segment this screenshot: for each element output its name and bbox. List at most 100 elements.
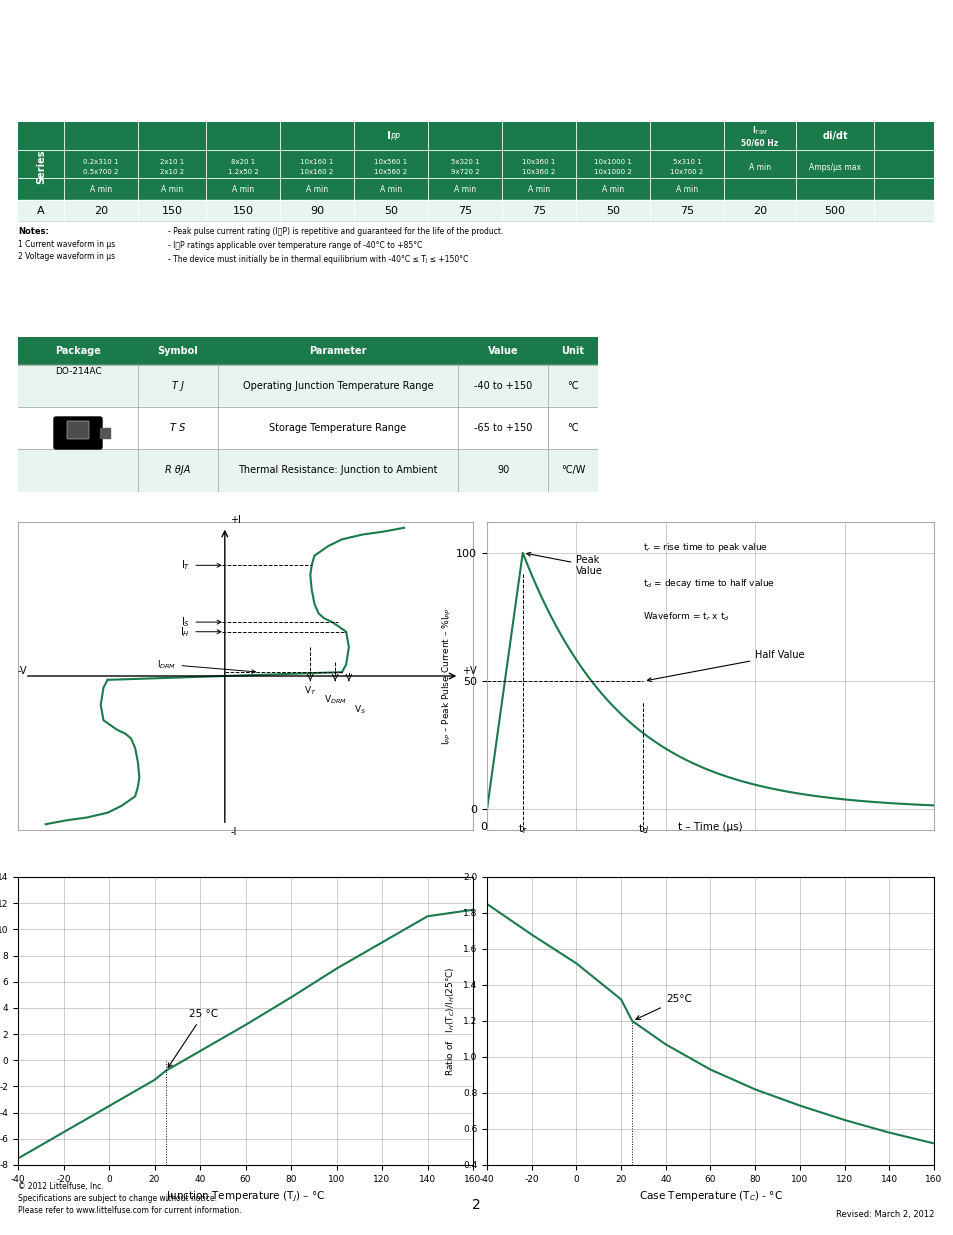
Bar [218,450,457,492]
Text: A min: A min [676,184,698,194]
Bar [457,366,547,408]
Text: - The device must initially be in thermal equilibrium with -40°C ≤ Tⱼ ≤ +150°C: - The device must initially be in therma… [168,254,468,264]
Text: -I: -I [230,827,236,837]
Text: Baseband Protection (Voice-DS1): Baseband Protection (Voice-DS1) [214,53,421,67]
Text: Specifications are subject to change without notice.: Specifications are subject to change wit… [18,1194,216,1203]
Text: 10x560 2: 10x560 2 [374,169,407,175]
Text: 5x310 1: 5x310 1 [672,159,700,165]
Bar [547,366,598,408]
Text: - Peak pulse current rating (I₝P) is repetitive and guaranteed for the life of t: - Peak pulse current rating (I₝P) is rep… [168,227,503,236]
Text: Thermal Resistance: Junction to Ambient: Thermal Resistance: Junction to Ambient [238,466,437,475]
Text: 10x700 2: 10x700 2 [670,169,703,175]
Text: SIDACtor® Protection Thyristors: SIDACtor® Protection Thyristors [214,19,572,37]
Text: Normalized V$_S$ Change vs. Junction Temperature: Normalized V$_S$ Change vs. Junction Tem… [23,860,326,873]
Text: 0.2x310 1: 0.2x310 1 [83,159,118,165]
Text: 20: 20 [752,206,766,216]
Text: -V: -V [18,666,28,677]
Text: V$_S$: V$_S$ [354,704,366,716]
Bar [18,450,138,492]
Text: 2: 2 [471,1198,480,1212]
Y-axis label: I$_{PP}$ – Peak Pulse Current – %I$_{PP}$: I$_{PP}$ – Peak Pulse Current – %I$_{PP}… [440,608,453,745]
X-axis label: Junction Temperature (T$_J$) – °C: Junction Temperature (T$_J$) – °C [166,1189,325,1204]
Text: t$_d$ = decay time to half value: t$_d$ = decay time to half value [642,577,775,590]
Text: 75: 75 [679,206,694,216]
Text: 10x360 2: 10x360 2 [522,169,555,175]
Text: 10x360 1: 10x360 1 [521,159,555,165]
Bar [18,366,138,408]
Text: 1.2x50 2: 1.2x50 2 [228,169,258,175]
Text: A min: A min [748,163,770,172]
Text: 90: 90 [310,206,324,216]
Text: Parameter: Parameter [309,346,366,356]
Text: Normalized DC Holding Current vs. Case Temperature: Normalized DC Holding Current vs. Case T… [491,861,825,871]
Bar [18,337,138,366]
Bar [547,450,598,492]
Text: A min: A min [379,184,401,194]
Text: T S: T S [171,424,186,433]
Text: t$_r$ x t$_d$ Pulse Waveform: t$_r$ x t$_d$ Pulse Waveform [491,503,640,519]
Text: 10x1000 1: 10x1000 1 [594,159,631,165]
Text: I$_T$: I$_T$ [181,558,221,572]
Text: 25°C: 25°C [636,994,691,1019]
Text: Package: Package [55,346,101,356]
Text: 2 Voltage waveform in μs: 2 Voltage waveform in μs [18,252,115,261]
Text: +V: +V [461,666,476,677]
FancyBboxPatch shape [54,417,102,450]
Text: 8x20 1: 8x20 1 [231,159,254,165]
Text: Please refer to www.littelfuse.com for current information.: Please refer to www.littelfuse.com for c… [18,1207,241,1215]
Text: 10x160 2: 10x160 2 [300,169,334,175]
Text: I$_{PP}$: I$_{PP}$ [386,130,401,143]
Text: 10x160 1: 10x160 1 [300,159,334,165]
Text: Waveform = t$_r$ x t$_d$: Waveform = t$_r$ x t$_d$ [642,611,730,624]
Text: DO-214AC: DO-214AC [54,367,101,375]
Bar [18,408,138,450]
Text: 150: 150 [161,206,182,216]
Bar [138,366,218,408]
Text: A min: A min [232,184,253,194]
X-axis label: Case Temperature (T$_C$) - °C: Case Temperature (T$_C$) - °C [638,1189,781,1203]
Text: 20: 20 [93,206,108,216]
Text: 75: 75 [532,206,545,216]
Text: V$_T$: V$_T$ [304,684,316,697]
Bar [218,366,457,408]
Text: Amps/μs max: Amps/μs max [808,163,861,172]
Text: 2x10 2: 2x10 2 [160,169,184,175]
Text: 500: 500 [823,206,844,216]
Text: I$_H$: I$_H$ [180,625,221,638]
Bar [218,408,457,450]
Text: Unit: Unit [561,346,584,356]
Bar [547,408,598,450]
Bar [547,337,598,366]
Text: Expertise Applied  |  Answers Delivered: Expertise Applied | Answers Delivered [22,62,172,70]
Text: T J: T J [172,382,184,391]
Text: A min: A min [306,184,328,194]
Text: 10x1000 2: 10x1000 2 [594,169,631,175]
Text: Surge Ratings: Surge Ratings [27,105,126,117]
Text: 0.5x700 2: 0.5x700 2 [83,169,118,175]
Text: 9x720 2: 9x720 2 [450,169,478,175]
Bar [457,337,547,366]
Bar [138,450,218,492]
Text: °C: °C [567,424,578,433]
Text: V$_{DRM}$: V$_{DRM}$ [323,694,346,706]
Text: t$_r$: t$_r$ [517,823,527,836]
Text: Value: Value [487,346,517,356]
Text: I$_S$: I$_S$ [181,615,221,629]
Text: 5x320 1: 5x320 1 [450,159,478,165]
Text: +I: +I [230,515,241,525]
Text: °C/W: °C/W [560,466,584,475]
Text: A min: A min [527,184,550,194]
Bar [18,200,933,222]
Text: Symbol: Symbol [157,346,198,356]
Text: Peak
Value: Peak Value [526,552,602,577]
Text: 75: 75 [457,206,472,216]
Bar [100,429,110,438]
Text: A min: A min [601,184,623,194]
Text: - I₝P ratings applicable over temperature range of -40°C to +85°C: - I₝P ratings applicable over temperatur… [168,241,422,249]
Bar [138,408,218,450]
Text: 2x10 1: 2x10 1 [160,159,184,165]
Bar [138,337,218,366]
Text: A: A [37,206,45,216]
Text: t – Time (μs): t – Time (μs) [678,823,742,832]
Text: 10x560 1: 10x560 1 [374,159,407,165]
